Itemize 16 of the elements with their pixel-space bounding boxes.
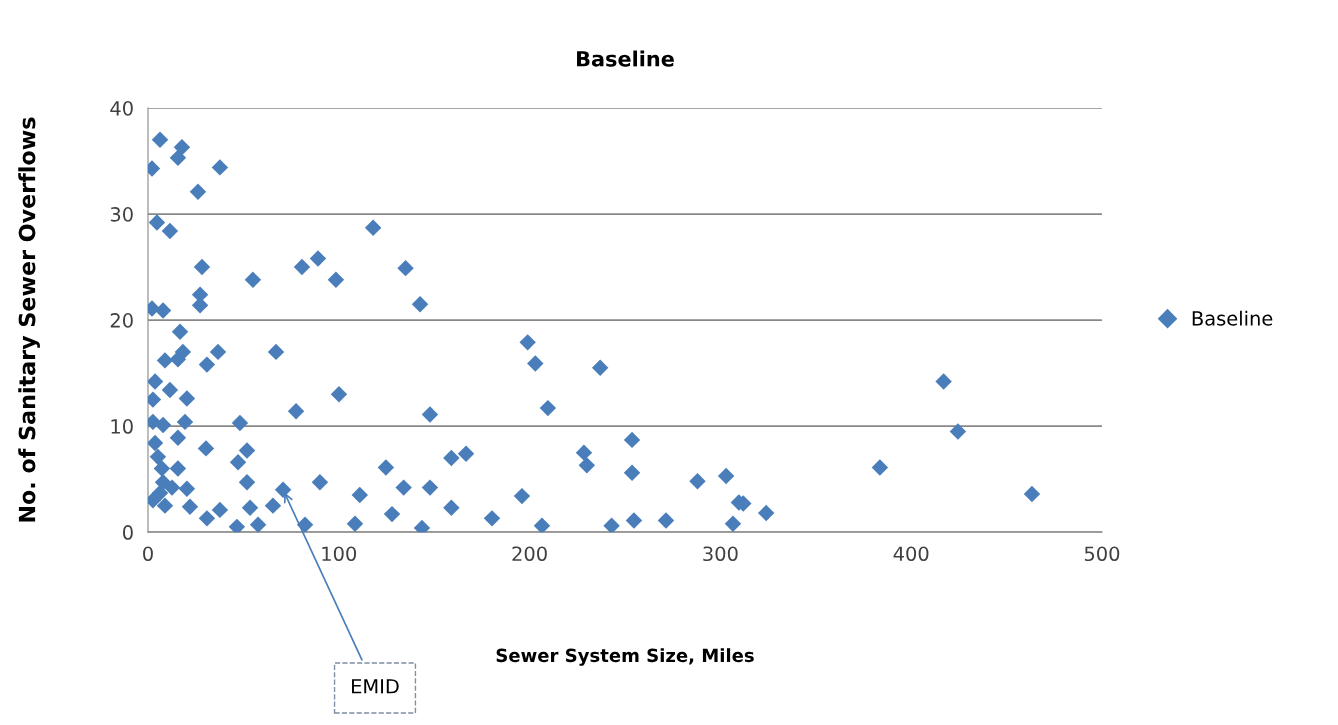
x-tick-label: 500 bbox=[1084, 546, 1120, 562]
x-tick-label: 100 bbox=[322, 546, 357, 562]
x-tick-label: 0 bbox=[143, 546, 153, 562]
y-tick-label: 30 bbox=[110, 207, 133, 222]
legend-label: Baseline bbox=[1192, 310, 1273, 326]
y-tick-label: 0 bbox=[123, 525, 133, 540]
annotation: EMID bbox=[352, 679, 399, 694]
chart-title: Baseline bbox=[577, 50, 674, 67]
x-tick-label: 400 bbox=[893, 546, 929, 562]
y-tick-label: 10 bbox=[111, 419, 133, 434]
x-tick-label: 200 bbox=[512, 546, 547, 562]
x-tick-label: 300 bbox=[703, 546, 738, 562]
x-axis-title: Sewer System Size, Miles bbox=[496, 648, 754, 666]
y-axis-title: No. of Sanitary Sewer Overflows bbox=[18, 117, 40, 522]
y-tick-label: 20 bbox=[110, 313, 133, 328]
y-tick-label: 40 bbox=[110, 100, 133, 116]
